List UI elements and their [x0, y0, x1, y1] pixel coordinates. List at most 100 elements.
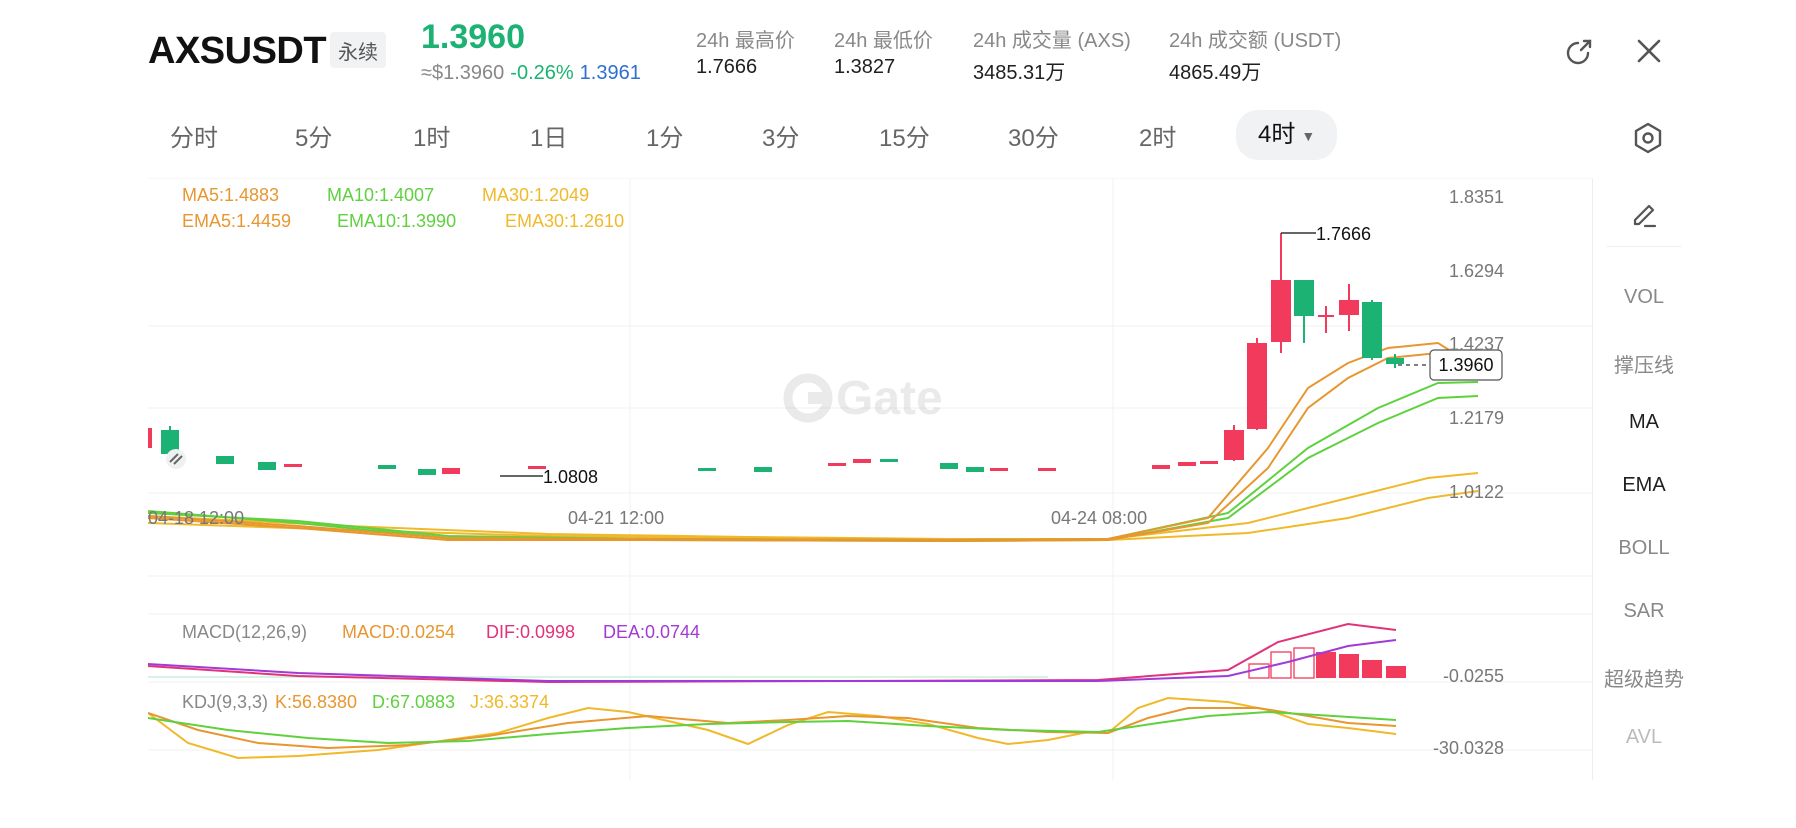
active-timeframe-label: 4时: [1258, 121, 1296, 148]
dea-value: DEA:0.0744: [603, 622, 700, 642]
tab-timeframe-1h[interactable]: 1时: [413, 125, 451, 152]
ema10-value: EMA10:1.3990: [337, 211, 456, 231]
y-tick: 1.2179: [1449, 408, 1504, 428]
y-tick: 1.8351: [1449, 187, 1504, 207]
edit-button[interactable]: [1593, 196, 1695, 236]
side-item-supertrend[interactable]: 超级趋势: [1604, 669, 1684, 691]
candle: [1038, 468, 1056, 471]
stat-low-value: 1.3827: [834, 56, 896, 78]
candle: [698, 468, 716, 471]
tab-timeframe-5m[interactable]: 5分: [295, 125, 333, 152]
candle: [1178, 462, 1196, 466]
candle: [966, 467, 984, 472]
candle: [216, 456, 234, 464]
current-price-tag-text: 1.3960: [1438, 355, 1493, 375]
y-tick: 1.6294: [1449, 261, 1504, 281]
current-price-tag: [1429, 349, 1503, 381]
side-item-support-resistance[interactable]: 撑压线: [1614, 355, 1674, 377]
stat-high-label: 24h 最高价: [696, 30, 795, 52]
side-item-ma[interactable]: MA: [1629, 411, 1659, 433]
usd-price: ≈$1.3960: [421, 62, 505, 84]
ema5-value: EMA5:1.4459: [182, 211, 291, 231]
candle: [1362, 302, 1382, 358]
macd-value: MACD:0.0254: [342, 622, 455, 642]
tab-timeframe-1d[interactable]: 1日: [530, 125, 568, 152]
close-icon-graphic: [1637, 39, 1661, 63]
kdj-pane: KDJ(9,3,3) K:56.8380 D:67.0883 J:36.3374…: [147, 692, 1504, 760]
candle: [853, 459, 871, 463]
side-divider: [1607, 246, 1681, 247]
chart-settings-button[interactable]: [1628, 118, 1668, 158]
d-value: D:67.0883: [372, 692, 455, 712]
candle: [940, 463, 958, 469]
candle: [880, 459, 898, 462]
share-icon[interactable]: [1562, 33, 1598, 69]
svg-text:Gate: Gate: [836, 372, 943, 425]
candle: [258, 462, 276, 470]
price-subline: ≈$1.3960 -0.26% 1.3961: [421, 62, 641, 85]
candle: [1247, 343, 1267, 429]
symbol-title: AXSUSDT: [148, 30, 327, 72]
side-item-sar[interactable]: SAR: [1623, 600, 1665, 622]
y-tick: 1.4237: [1449, 334, 1504, 354]
candle: [754, 467, 772, 472]
macd-pane: MACD(12,26,9) MACD:0.0254 DIF:0.0998 DEA…: [147, 622, 1504, 686]
indicator-side-panel: VOL 撑压线 MA EMA BOLL SAR 超级趋势 AVL: [1592, 178, 1695, 780]
side-item-boll[interactable]: BOLL: [1618, 537, 1670, 559]
side-item-ema[interactable]: EMA: [1622, 474, 1666, 496]
kdj-params: KDJ(9,3,3): [182, 692, 268, 712]
candlesticks: [148, 233, 1404, 475]
stat-high-value: 1.7666: [696, 56, 758, 78]
kline-chart-svg[interactable]: Gate: [147, 177, 1694, 780]
macd-axis-tick: -0.0255: [1443, 666, 1504, 686]
perpetual-badge: 永续: [330, 32, 386, 68]
k-value: K:56.8380: [275, 692, 357, 712]
tab-timeframe-15m[interactable]: 15分: [879, 125, 930, 152]
tab-timeframe-2h[interactable]: 2时: [1139, 125, 1177, 152]
tab-timeframe-minute[interactable]: 分时: [170, 125, 218, 152]
tab-timeframe-30m[interactable]: 30分: [1008, 125, 1059, 152]
side-item-avl[interactable]: AVL: [1625, 726, 1663, 748]
candle: [418, 469, 436, 475]
candle: [828, 463, 846, 466]
ma10-value: MA10:1.4007: [327, 185, 434, 205]
kline-chart[interactable]: Gate: [147, 177, 1694, 780]
chevron-down-icon: ▼: [1301, 127, 1316, 144]
y-tick: 1.0122: [1449, 482, 1504, 502]
stat-volume-label: 24h 成交量 (AXS): [973, 30, 1131, 52]
drawing-tool-icon[interactable]: [166, 449, 186, 469]
moving-average-lines: [147, 341, 1479, 543]
tab-timeframe-3m[interactable]: 3分: [762, 125, 800, 152]
stat-turnover-value: 4865.49万: [1169, 62, 1262, 84]
mark-price: 1.3961: [579, 62, 641, 84]
ma5-value: MA5:1.4883: [182, 185, 279, 205]
x-tick: 04-21 12:00: [568, 508, 664, 528]
dea-line: [147, 639, 1397, 682]
low-marker: 1.0808: [500, 467, 598, 487]
macd-params: MACD(12,26,9): [182, 622, 307, 642]
tab-timeframe-4h-active[interactable]: 4时 ▼: [1236, 110, 1338, 160]
candle: [1271, 280, 1291, 342]
candle: [442, 468, 460, 474]
candle: [528, 466, 546, 469]
ema5-line: [147, 341, 1479, 542]
candle: [1386, 358, 1404, 364]
candle: [378, 465, 396, 469]
price-axis: 1.8351 1.6294 1.4237 1.2179 1.0122: [1449, 187, 1504, 502]
side-item-vol[interactable]: VOL: [1623, 286, 1665, 308]
stat-low-label: 24h 最低价: [834, 30, 933, 52]
low-price-label: 1.0808: [543, 467, 598, 487]
candle: [1224, 430, 1244, 460]
close-icon[interactable]: [1631, 33, 1667, 69]
candle: [1200, 461, 1218, 464]
tab-timeframe-1m[interactable]: 1分: [646, 125, 684, 152]
ma30-value: MA30:1.2049: [482, 185, 589, 205]
gate-watermark: Gate: [783, 372, 943, 425]
candle: [161, 430, 179, 454]
chart-gridlines: [148, 177, 1592, 780]
j-value: J:36.3374: [470, 692, 549, 712]
high-price-label: 1.7666: [1316, 224, 1371, 244]
dif-value: DIF:0.0998: [486, 622, 575, 642]
d-line: [147, 710, 1397, 745]
stat-volume-value: 3485.31万: [973, 62, 1066, 84]
